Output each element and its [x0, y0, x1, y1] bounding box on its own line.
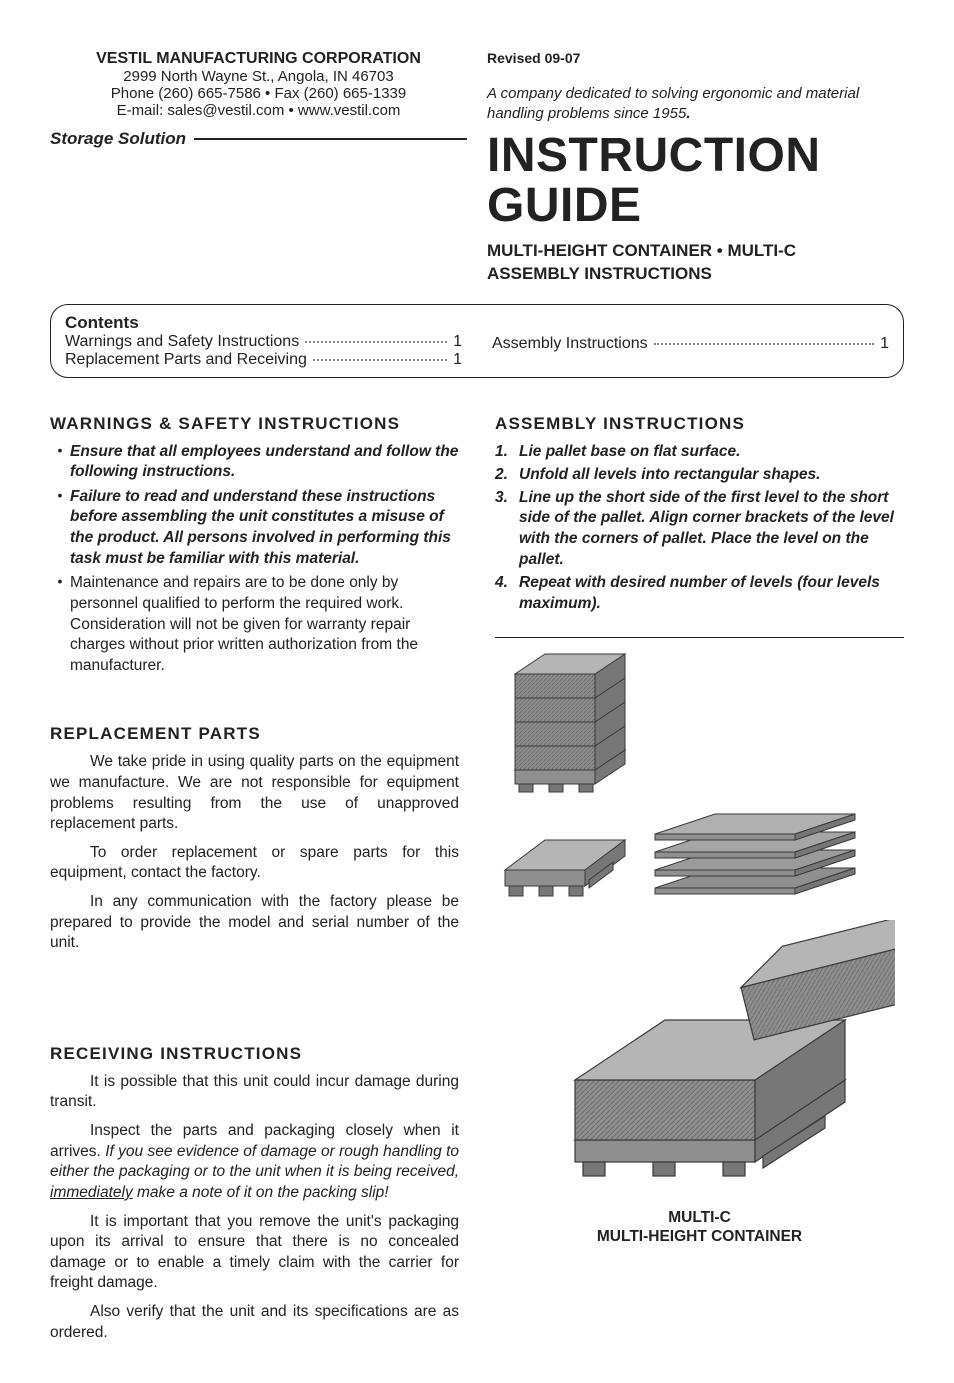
step-text: Line up the short side of the first leve…: [519, 488, 904, 572]
storage-solution-row: Storage Solution: [50, 129, 467, 149]
revised-date: Revised 09-07: [487, 50, 904, 66]
header-right-col: Revised 09-07 A company dedicated to sol…: [487, 50, 904, 286]
company-email-web: E-mail: sales@vestil.com • www.vestil.co…: [50, 102, 467, 119]
step-number: 4.: [495, 573, 519, 615]
receiving-p2d: make a note of it on the packing slip!: [133, 1184, 389, 1201]
company-address: 2999 North Wayne St., Angola, IN 46703: [50, 68, 467, 85]
toc-label: Warnings and Safety Instructions: [65, 333, 299, 351]
toc-page: 1: [880, 335, 889, 353]
warnings-list: •Ensure that all employees understand an…: [50, 442, 459, 677]
bullet-icon: •: [50, 487, 70, 569]
document-page: VESTIL MANUFACTURING CORPORATION 2999 No…: [0, 0, 954, 1383]
toc-leader-dots: [313, 359, 447, 361]
assembly-step: 2.Unfold all levels into rectangular sha…: [495, 465, 904, 486]
warning-text: Failure to read and understand these ins…: [70, 487, 459, 569]
step-number: 3.: [495, 488, 519, 572]
warnings-heading: WARNINGS & SAFETY INSTRUCTIONS: [50, 414, 459, 434]
receiving-p2b: If you see evidence of damage or rough h…: [50, 1143, 459, 1181]
dedication-period: .: [686, 105, 690, 122]
header-row: VESTIL MANUFACTURING CORPORATION 2999 No…: [50, 50, 904, 286]
receiving-p2: Inspect the parts and packaging closely …: [50, 1121, 459, 1203]
doc-subtitle: MULTI-HEIGHT CONTAINER • MULTI-C ASSEMBL…: [487, 240, 904, 286]
figure-caption-line1: MULTI-C: [495, 1208, 904, 1227]
storage-solution-label: Storage Solution: [50, 129, 186, 149]
doc-title-line2: GUIDE: [487, 181, 904, 231]
contents-heading: Contents: [65, 313, 462, 333]
replacement-p3: In any communication with the factory pl…: [50, 892, 459, 954]
toc-row: Replacement Parts and Receiving 1: [65, 351, 462, 369]
warning-text: Maintenance and repairs are to be done o…: [70, 573, 459, 676]
warning-item: •Failure to read and understand these in…: [50, 487, 459, 569]
figure-pallet-icon: [495, 810, 635, 910]
doc-subtitle-line1: MULTI-HEIGHT CONTAINER • MULTI-C: [487, 240, 904, 263]
assembly-step: 4.Repeat with desired number of levels (…: [495, 573, 904, 615]
step-text: Unfold all levels into rectangular shape…: [519, 465, 820, 486]
toc-leader-dots: [654, 343, 874, 345]
step-text: Repeat with desired number of levels (fo…: [519, 573, 904, 615]
doc-title-line1: INSTRUCTION: [487, 131, 904, 181]
receiving-p1: It is possible that this unit could incu…: [50, 1072, 459, 1113]
toc-label: Assembly Instructions: [492, 335, 648, 353]
replacement-p2: To order replacement or spare parts for …: [50, 843, 459, 884]
figure-assembly-icon: [535, 920, 895, 1200]
toc-leader-dots: [305, 341, 447, 343]
figure-stacked-container-icon: [495, 650, 645, 800]
toc-page: 1: [453, 351, 462, 369]
assembly-step: 1.Lie pallet base on flat surface.: [495, 442, 904, 463]
figure-row: [495, 810, 904, 910]
dedication-line: A company dedicated to solving ergonomic…: [487, 84, 904, 123]
contents-left-col: Contents Warnings and Safety Instruction…: [65, 313, 462, 369]
step-number: 1.: [495, 442, 519, 463]
doc-subtitle-line2: ASSEMBLY INSTRUCTIONS: [487, 263, 904, 286]
assembly-steps-list: 1.Lie pallet base on flat surface. 2.Unf…: [495, 442, 904, 615]
toc-page: 1: [453, 333, 462, 351]
storage-solution-rule: [194, 138, 467, 140]
figure-caption: MULTI-C MULTI-HEIGHT CONTAINER: [495, 1208, 904, 1247]
bullet-icon: •: [50, 442, 70, 483]
receiving-p3: It is important that you remove the unit…: [50, 1212, 459, 1294]
bullet-icon: •: [50, 573, 70, 676]
receiving-p2c: immediately: [50, 1184, 133, 1201]
step-text: Lie pallet base on flat surface.: [519, 442, 740, 463]
section-rule: [495, 637, 904, 638]
contents-box: Contents Warnings and Safety Instruction…: [50, 304, 904, 378]
step-number: 2.: [495, 465, 519, 486]
dedication-text: A company dedicated to solving ergonomic…: [487, 85, 859, 122]
figure-folded-levels-icon: [645, 810, 865, 910]
receiving-p4: Also verify that the unit and its specif…: [50, 1302, 459, 1343]
warning-text: Ensure that all employees understand and…: [70, 442, 459, 483]
company-phone-fax: Phone (260) 665-7586 • Fax (260) 665-133…: [50, 85, 467, 102]
body-columns: WARNINGS & SAFETY INSTRUCTIONS •Ensure t…: [50, 414, 904, 1344]
assembly-heading: ASSEMBLY INSTRUCTIONS: [495, 414, 904, 434]
header-left-col: VESTIL MANUFACTURING CORPORATION 2999 No…: [50, 50, 467, 286]
figure-area: MULTI-C MULTI-HEIGHT CONTAINER: [495, 650, 904, 1247]
replacement-p1: We take pride in using quality parts on …: [50, 752, 459, 834]
toc-row: Warnings and Safety Instructions 1: [65, 333, 462, 351]
replacement-heading: REPLACEMENT PARTS: [50, 724, 459, 744]
warning-item: •Ensure that all employees understand an…: [50, 442, 459, 483]
contents-right-col: Assembly Instructions 1: [492, 313, 889, 369]
toc-label: Replacement Parts and Receiving: [65, 351, 307, 369]
doc-title: INSTRUCTION GUIDE: [487, 131, 904, 232]
assembly-step: 3.Line up the short side of the first le…: [495, 488, 904, 572]
figure-caption-line2: MULTI-HEIGHT CONTAINER: [495, 1227, 904, 1246]
right-column: ASSEMBLY INSTRUCTIONS 1.Lie pallet base …: [495, 414, 904, 1344]
toc-row: Assembly Instructions 1: [492, 335, 889, 353]
left-column: WARNINGS & SAFETY INSTRUCTIONS •Ensure t…: [50, 414, 459, 1344]
warning-item: •Maintenance and repairs are to be done …: [50, 573, 459, 676]
receiving-heading: RECEIVING INSTRUCTIONS: [50, 1044, 459, 1064]
company-name: VESTIL MANUFACTURING CORPORATION: [50, 50, 467, 68]
